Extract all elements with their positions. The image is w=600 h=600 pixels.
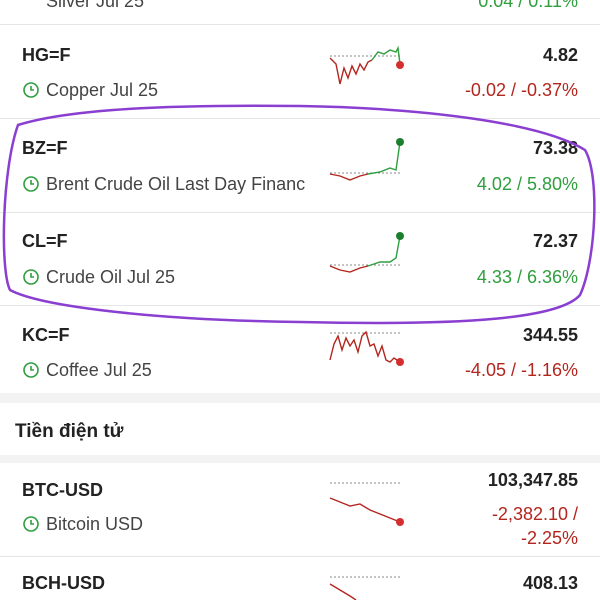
price: 4.82 [542, 45, 578, 65]
clock-icons [23, 82, 39, 532]
divider [0, 118, 600, 119]
symbol[interactable]: KC=F [22, 325, 70, 345]
instrument-name[interactable]: Coffee Jul 25 [46, 360, 152, 380]
price: 344.55 [522, 325, 578, 345]
change: -2.25% [520, 528, 578, 548]
symbol[interactable]: CL=F [22, 231, 68, 251]
change: -4.05 / -1.16% [464, 360, 578, 380]
section-title: Tiền điện tử [15, 421, 124, 442]
sparkline-end-dots [396, 61, 404, 526]
price: 408.13 [522, 573, 578, 593]
sparkline-baselines [330, 55, 400, 578]
symbol[interactable]: HG=F [22, 45, 71, 65]
price: 103,347.85 [487, 470, 578, 490]
price: 73.38 [532, 138, 578, 158]
hand-drawn-highlight [2, 104, 596, 325]
sparklines [329, 45, 401, 600]
divider [0, 556, 600, 557]
price: 72.37 [532, 231, 578, 251]
change: 0.04 / 0.11% [478, 0, 578, 11]
divider [0, 305, 600, 306]
instrument-name[interactable]: Crude Oil Jul 25 [46, 267, 176, 287]
section-gap [0, 393, 600, 403]
divider [0, 212, 600, 213]
divider [0, 24, 600, 25]
change: 4.33 / 6.36% [476, 267, 578, 287]
section-gap [0, 455, 600, 463]
symbol[interactable]: BCH-USD [22, 573, 105, 593]
instrument-name[interactable]: Bitcoin USD [46, 514, 144, 534]
instrument-name[interactable]: Brent Crude Oil Last Day Financ [46, 174, 306, 194]
change: -0.02 / -0.37% [464, 80, 578, 100]
instrument-name: Silver Jul 25 [46, 0, 145, 11]
change: -2,382.10 / [491, 504, 578, 524]
symbol[interactable]: BTC-USD [22, 480, 103, 500]
instrument-name[interactable]: Copper Jul 25 [46, 80, 159, 100]
change: 4.02 / 5.80% [476, 174, 578, 194]
symbol[interactable]: BZ=F [22, 138, 68, 158]
